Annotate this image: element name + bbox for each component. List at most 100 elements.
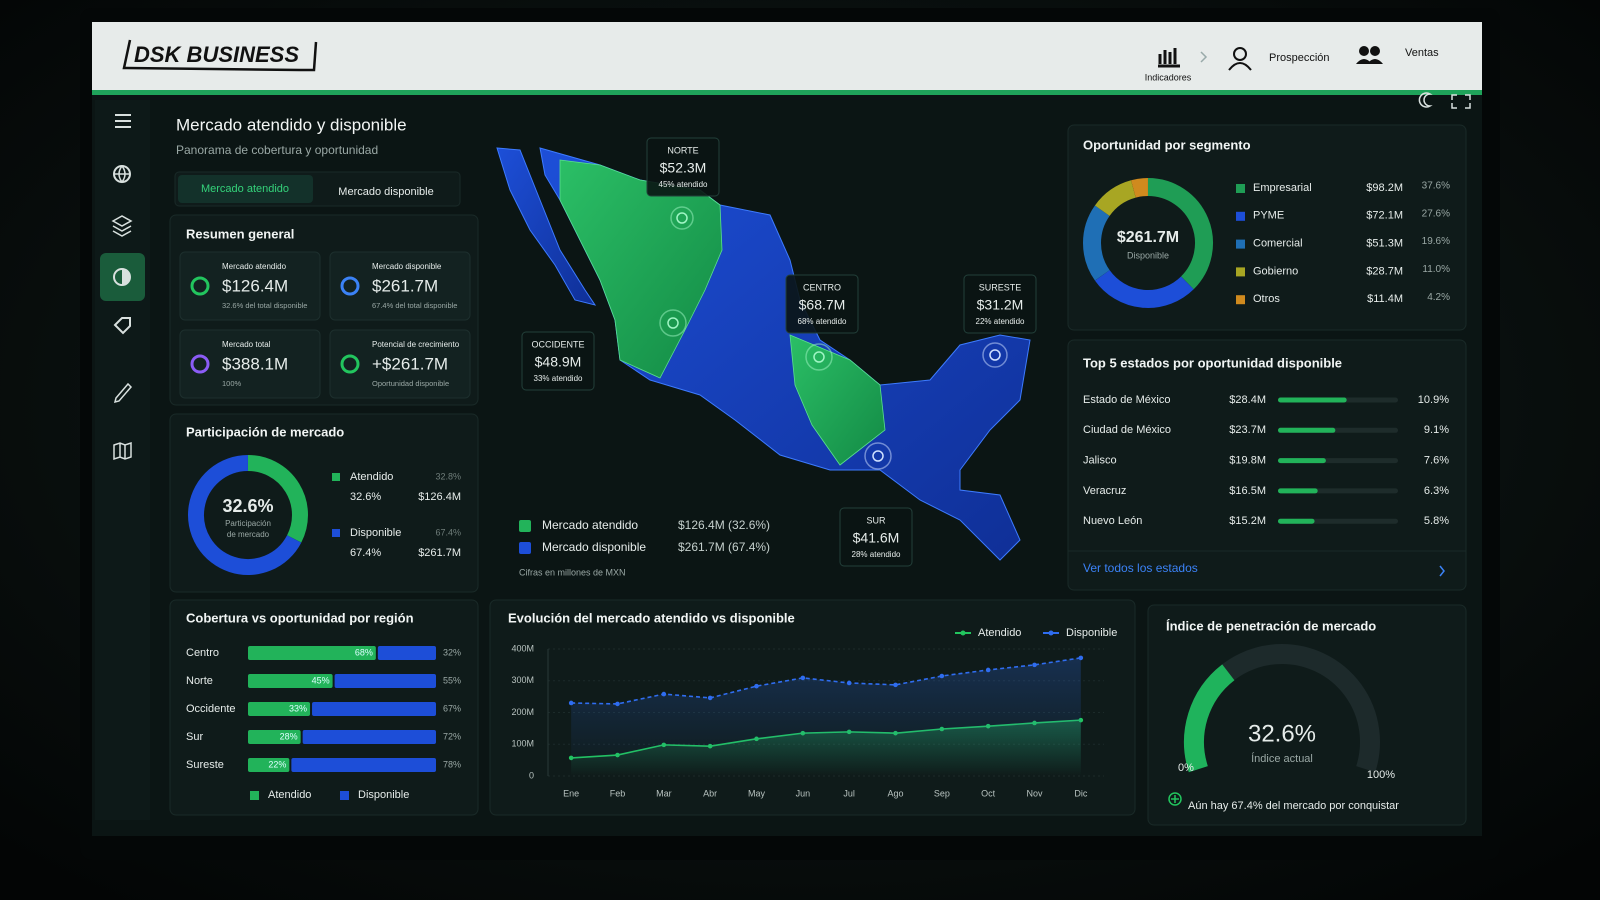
tab-active[interactable] [178,175,313,203]
map-label-box [963,274,1037,334]
sidebar-map[interactable] [113,441,132,461]
legend-amount: $11.4M [1367,293,1403,305]
legend-swatch [250,791,259,800]
nav-icon [1158,48,1180,68]
bar-attended [248,702,311,716]
summary-card [329,329,471,399]
panel-title: Evolución del mercado atendido vs dispon… [508,610,795,625]
nav-icon [1356,59,1383,64]
sidebar-globe[interactable] [113,165,131,184]
x-tick-label: Oct [981,788,996,798]
map-marker [982,342,1008,368]
sidebar-tag[interactable] [113,317,131,335]
donut-segment [1083,205,1110,281]
map-markers [659,206,1008,470]
link-arrow[interactable] [1439,565,1445,577]
nav-icon [1228,62,1252,71]
panel-title: Índice de penetración de mercado [1166,618,1376,633]
gauge-footer: Aún hay 67.4% del mercado por conquistar [1188,800,1399,812]
series-line [571,657,1081,705]
map-marker [805,343,833,371]
map-marker [989,349,1001,361]
card-label: Mercado atendido [222,262,287,271]
series-point [985,667,991,673]
nav-indicadores[interactable]: Indicadores [1145,48,1192,82]
bar-available [334,674,436,688]
x-tick-label: Ago [887,788,903,798]
state-share: 9.1% [1424,424,1449,436]
state-amount: $15.2M [1229,515,1266,527]
legend-amount: $72.1M [1366,210,1403,222]
gauge-value [1184,664,1235,773]
nav-label[interactable]: Indicadores [1145,72,1192,82]
legend-amount: $261.7M [418,547,461,559]
x-tick-label: Sep [934,788,950,798]
legend-amount: $28.7M [1366,265,1403,277]
map-label-box [839,507,913,567]
fullscreen-button[interactable] [1451,94,1471,109]
header-bar [92,22,1482,92]
summary-card [179,329,321,399]
legend-share: 4.2% [1427,292,1450,303]
bar-attended [248,758,290,772]
nav-ventas[interactable]: Ventas [1356,46,1439,64]
legend-amount: $126.4M [418,491,461,503]
y-tick-label: 400M [511,643,534,653]
x-tick-label: Abr [703,788,717,798]
legend-dot [1048,630,1054,636]
region-name: Sur [186,731,203,743]
sidebar-edit[interactable] [113,382,133,404]
map-region [789,334,886,466]
map-region-amount: $41.6M [853,530,900,546]
header-accent [92,90,1482,95]
state-name: Jalisco [1083,455,1117,467]
series-point [568,700,574,706]
donut-segment [1094,180,1137,217]
donut-center-label: Participación [225,519,271,528]
card-note: Oportunidad disponible [372,379,449,388]
series-point [893,682,898,688]
nav-label[interactable]: Prospección [1269,52,1330,64]
state-name: Ciudad de México [1083,424,1171,436]
bar [1278,397,1347,403]
panel-title: Participación de mercado [186,424,344,439]
legend-dot [960,630,966,636]
theme-toggle[interactable] [1418,92,1433,108]
x-tick-label: Jun [796,788,811,798]
card-icon [190,354,210,374]
gauge-panel [1147,604,1467,826]
bar-label: 28% [280,731,298,741]
tab[interactable]: Mercado disponible [338,186,433,198]
legend-swatch [1236,239,1245,249]
nav-label[interactable]: Ventas [1405,47,1439,59]
y-tick-label: 100M [511,739,534,749]
legend-amount: $98.2M [1366,182,1403,194]
legend-small: 32.8% [435,471,461,481]
legend-amount: $51.3M [1366,238,1403,250]
tab[interactable]: Mercado atendido [201,183,289,195]
card-note: 67.4% del total disponible [372,301,457,310]
bar-attended [248,674,333,688]
legend-name: Disponible [1066,627,1117,639]
nav-prospeccion[interactable]: Prospección [1228,47,1330,71]
state-share: 6.3% [1424,485,1449,497]
link[interactable]: Ver todos los estados [1083,561,1198,575]
sidebar-layers[interactable] [111,215,133,237]
state-share: 5.8% [1424,515,1449,527]
legend-swatch [1236,211,1245,221]
legend-share: 11.0% [1422,264,1450,275]
bar-label: 55% [443,675,461,685]
series-area [571,657,1081,776]
map-region-name: NORTE [667,145,698,155]
map-label-box [785,274,859,334]
segments-panel [1067,124,1467,331]
legend-name: Atendido [978,627,1021,639]
sidebar [95,100,150,820]
map-label-box [521,331,595,391]
nav-icon [1370,46,1380,56]
menu-button[interactable] [115,114,131,128]
legend-share: 37.6% [1422,181,1450,192]
map-marker [676,212,688,224]
legend-name: Empresarial [1253,182,1312,194]
series-point [1032,662,1037,668]
